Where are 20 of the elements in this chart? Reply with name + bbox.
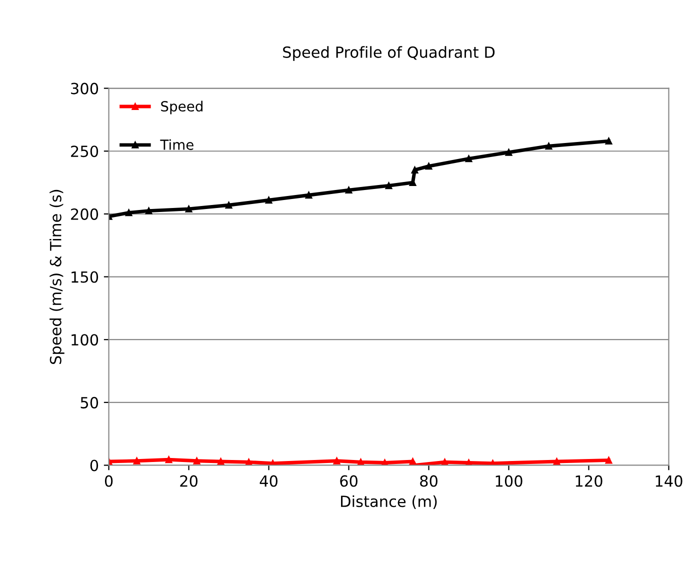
x-tick-label: 60 xyxy=(340,475,358,487)
y-tick-label: 250 xyxy=(71,146,98,158)
x-tick-label: 40 xyxy=(260,475,278,487)
legend-label: Speed xyxy=(161,100,202,114)
x-tick-label: 20 xyxy=(180,475,198,487)
y-tick-label: 0 xyxy=(90,460,98,472)
y-tick-label: 50 xyxy=(80,396,98,408)
x-axis-title: Distance (m) xyxy=(341,495,437,509)
y-tick-label: 300 xyxy=(71,82,98,94)
chart-title: Speed Profile of Quadrant D xyxy=(283,46,495,61)
y-tick-label: 200 xyxy=(71,208,98,220)
x-tick-label: 80 xyxy=(420,475,438,487)
y-tick-label: 150 xyxy=(72,271,98,283)
y-tick-label: 100 xyxy=(72,334,98,346)
y-axis-title: Speed (m/s) & Time (s) xyxy=(50,190,64,364)
legend-label: Time xyxy=(160,139,194,150)
x-tick-label: 0 xyxy=(104,475,113,487)
x-tick-label: 120 xyxy=(576,475,602,487)
x-tick-label: 100 xyxy=(496,475,522,487)
x-tick-label: 140 xyxy=(656,475,682,487)
